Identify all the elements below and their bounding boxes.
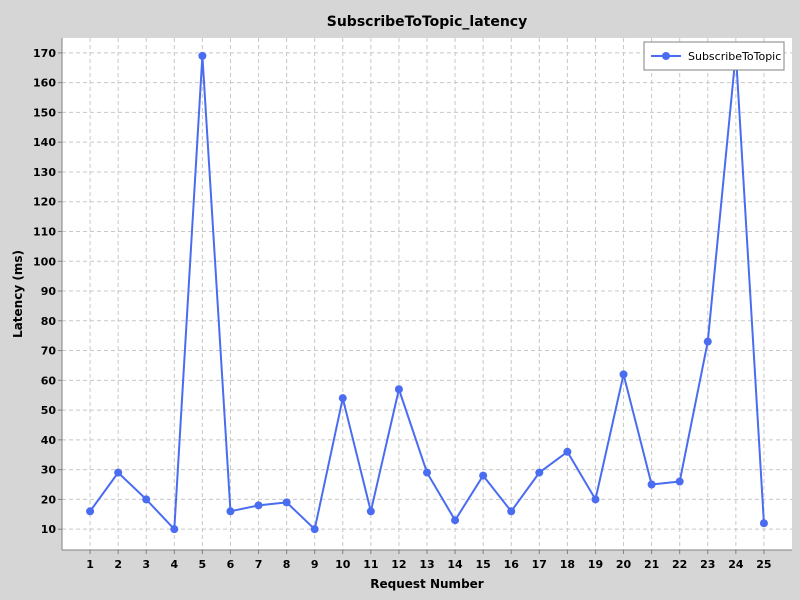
y-tick-label: 120: [33, 196, 56, 209]
x-tick-label: 22: [672, 558, 687, 571]
data-point: [507, 507, 516, 516]
y-tick-label: 90: [41, 285, 57, 298]
data-point: [394, 385, 403, 394]
data-point: [366, 507, 375, 516]
y-tick-label: 160: [33, 77, 56, 90]
x-tick-label: 24: [728, 558, 744, 571]
data-point: [675, 477, 684, 486]
x-tick-label: 15: [475, 558, 490, 571]
data-point: [703, 337, 712, 346]
x-tick-label: 8: [283, 558, 291, 571]
data-point: [226, 507, 235, 516]
series-layer: [86, 48, 768, 534]
data-point: [563, 447, 572, 456]
tick-labels: 1020304050607080901001101201301401501601…: [33, 47, 772, 571]
data-point: [338, 394, 347, 403]
y-tick-label: 110: [33, 225, 56, 238]
data-point: [114, 468, 123, 477]
x-tick-label: 4: [170, 558, 178, 571]
data-point: [423, 468, 431, 477]
x-tick-label: 12: [391, 558, 406, 571]
x-tick-label: 16: [504, 558, 520, 571]
x-tick-label: 9: [311, 558, 319, 571]
data-point: [479, 471, 488, 480]
y-tick-label: 140: [33, 136, 56, 149]
data-point: [198, 51, 207, 60]
y-tick-label: 150: [33, 106, 56, 119]
x-tick-label: 6: [227, 558, 235, 571]
y-tick-label: 130: [33, 166, 56, 179]
legend-entry: SubscribeToTopic: [688, 50, 781, 63]
legend: SubscribeToTopic: [643, 41, 785, 71]
x-tick-label: 25: [756, 558, 771, 571]
x-tick-label: 19: [588, 558, 603, 571]
y-tick-label: 20: [41, 493, 57, 506]
y-tick-label: 170: [33, 47, 56, 60]
y-tick-label: 100: [33, 255, 56, 268]
y-tick-label: 60: [41, 374, 57, 387]
data-point: [759, 519, 768, 528]
y-tick-label: 40: [41, 434, 57, 447]
chart-title: SubscribeToTopic_latency: [327, 14, 527, 30]
x-tick-label: 11: [363, 558, 378, 571]
x-tick-label: 18: [560, 558, 575, 571]
data-point: [619, 370, 628, 379]
grid-lines: [62, 38, 792, 550]
x-tick-label: 20: [616, 558, 632, 571]
x-tick-label: 23: [700, 558, 715, 571]
data-point: [254, 501, 263, 510]
x-tick-label: 13: [419, 558, 434, 571]
data-point: [282, 498, 291, 507]
y-tick-label: 10: [41, 523, 57, 536]
x-tick-label: 7: [255, 558, 263, 571]
x-tick-label: 3: [142, 558, 150, 571]
x-tick-label: 1: [86, 558, 94, 571]
x-tick-label: 10: [335, 558, 351, 571]
x-tick-label: 17: [532, 558, 547, 571]
data-point: [535, 468, 544, 477]
x-tick-label: 14: [447, 558, 463, 571]
data-point: [310, 525, 319, 534]
y-tick-label: 70: [41, 345, 57, 358]
x-tick-label: 5: [199, 558, 207, 571]
data-point: [451, 516, 460, 525]
x-axis-label: Request Number: [370, 577, 484, 591]
y-tick-label: 30: [41, 464, 57, 477]
data-point: [142, 495, 151, 504]
y-tick-label: 50: [41, 404, 57, 417]
legend-dot-marker: [662, 52, 670, 60]
data-point: [86, 507, 95, 516]
data-point: [647, 480, 656, 489]
y-tick-label: 80: [41, 315, 57, 328]
x-tick-label: 2: [114, 558, 122, 571]
x-tick-label: 21: [644, 558, 659, 571]
data-point: [170, 525, 179, 534]
data-point: [591, 495, 600, 504]
y-axis-label: Latency (ms): [11, 250, 25, 338]
